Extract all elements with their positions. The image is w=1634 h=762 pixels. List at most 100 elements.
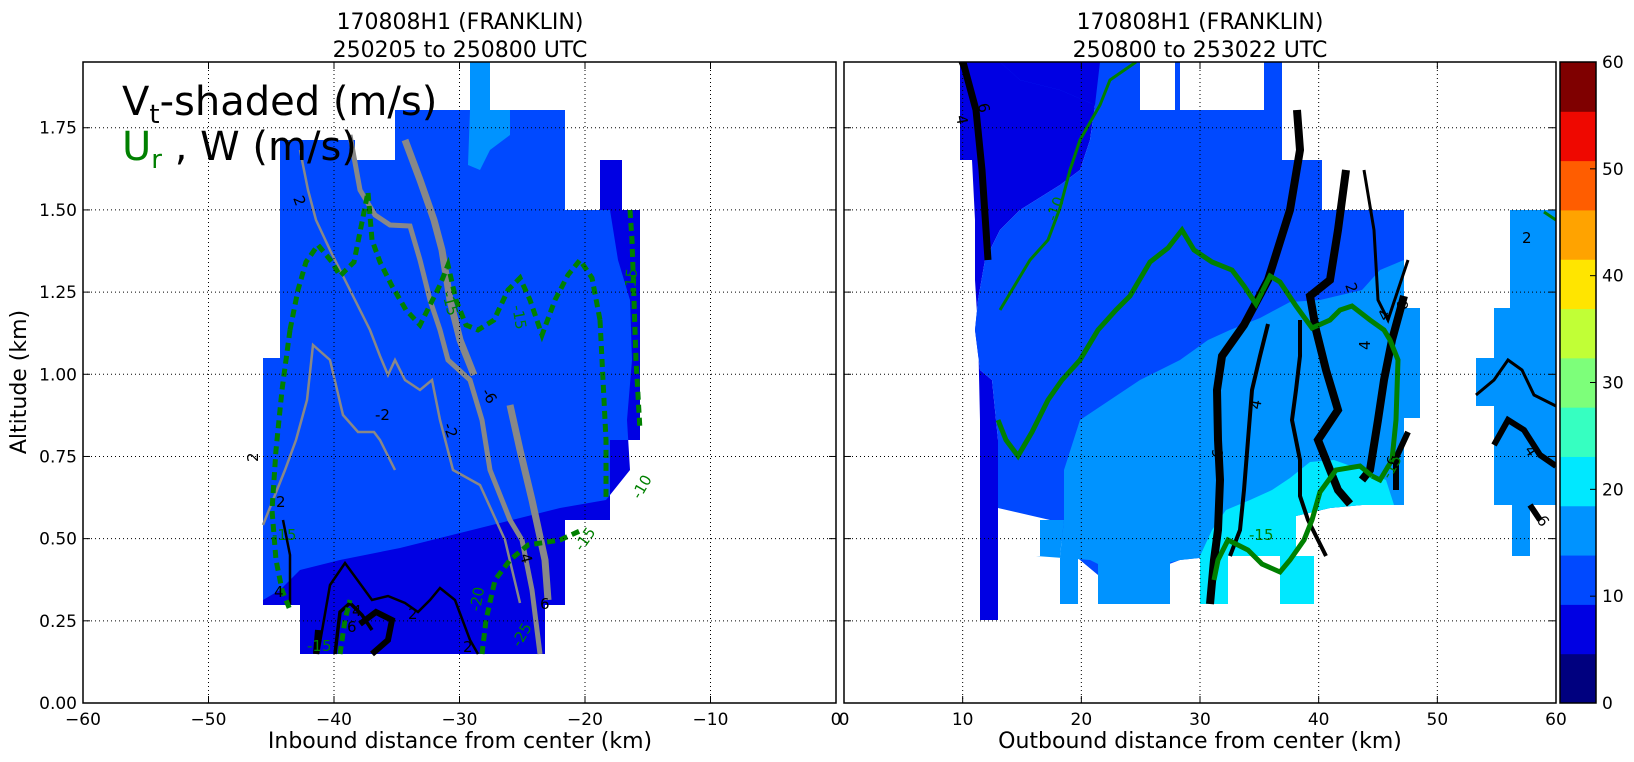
legend-ur-main: U [122,124,151,170]
colorbar-swatch [1560,160,1596,211]
plot-legend: Vt-shaded (m/s) Ur , W (m/s) [122,79,437,175]
w-label: 2 [244,452,262,462]
ur-label: -20 [466,585,488,612]
colorbar-tick-label: 0 [1602,694,1613,714]
w-contour-right-main6 [1206,109,1305,605]
left-ylabel: Altitude (km) [7,310,32,454]
legend-w-text: , W (m/s) [162,124,357,170]
w-neg2-thin2 [261,342,397,526]
left-xtick-label: 0 [831,710,842,730]
right-grid [844,62,1556,703]
vt-shade-10 [263,160,640,654]
w-label: 4 [516,551,536,565]
colorbar-swatch [1560,259,1596,310]
ur-label: -15 [307,637,332,655]
w-label: 6 [974,102,993,115]
left-grid [83,62,836,703]
vt-shade-18-right-b [1040,520,1064,556]
left-xtick-label: −30 [442,710,478,730]
w-label: 2 [408,605,418,623]
w-neg2-thick [347,134,543,655]
w-contour-right-far3 [1527,503,1543,522]
w-contour-right-far2 [1491,415,1556,469]
colorbar-swatch [1560,505,1596,556]
w-label: 6 [347,618,357,636]
w-contour-left-2a [281,519,292,605]
w-label: 6 [1384,455,1402,465]
vt-shade-18 [468,62,510,170]
w-label: 4 [1246,398,1265,411]
ur-label: -15 [1249,526,1274,544]
colorbar-swatch [1560,604,1596,655]
left-ytick-label: 0.50 [39,530,77,550]
right-xtick-label: 40 [1308,710,1330,730]
left-ytick-label: 0.00 [39,694,77,714]
ur-label: -10 [628,472,656,502]
vt-gap-top [355,110,395,160]
right-title: 170808H1 (FRANKLIN) [1077,10,1324,35]
left-xlabel: Inbound distance from center (km) [268,729,652,754]
colorbar-tick-label: 50 [1602,160,1624,180]
w-label: 4 [352,602,362,620]
right-xtick-label: 30 [1189,710,1211,730]
ur-label: -15 [508,304,530,331]
w-contour-right-4b [1289,320,1328,557]
ur-contour-right-15 [995,225,1401,484]
vt-gap-right-1 [1140,62,1175,110]
w-label: 6 [1209,448,1227,458]
w-contour-right-4a [1228,323,1270,557]
w-label: 4 [1356,340,1374,350]
ur-contour-right-10 [998,62,1137,311]
legend-ur-sub: r [151,145,162,175]
left-ytick-label: 1.00 [39,365,77,385]
colorbar-swatch [1560,456,1596,507]
ur-label: -15 [438,289,462,317]
colorbar-tick-label: 10 [1602,587,1624,607]
right-xtick-label: 10 [952,710,974,730]
vt-shade-14 [263,62,640,654]
w-contour-right-2 [1362,169,1410,324]
colorbar-tick-label: 20 [1602,480,1624,500]
ur-contour-left-d [627,209,643,431]
left-xtick-label: −40 [316,710,352,730]
left-ytick-label: 0.75 [39,447,77,467]
w-label: -2 [375,406,390,424]
legend-ur-text: Ur , W (m/s) [122,124,357,175]
colorbar-swatch [1560,407,1596,457]
ur-contour-right-far [1543,210,1556,222]
w-neg6-lower [506,404,552,601]
w-label: 2 [1522,229,1532,247]
right-plot-area [958,62,1556,620]
w-contour-right-far [1475,357,1556,408]
w-label: 4 [274,583,284,601]
left-ticks: −60 −50 −40 −30 −20 −10 0 0.00 0.25 0.50 0.75 1.00 1… [39,62,841,730]
legend-vt-main: V [122,79,150,125]
w-label: 2 [276,493,286,511]
vt-shade-18-right-far [1476,210,1556,556]
w-contour-right-6d [1393,430,1411,490]
w-contour-right-6 [959,62,992,261]
colorbar: 0 10 20 30 40 50 60 [1559,53,1624,714]
legend-vt-sub: t [149,100,159,130]
colorbar-swatch [1560,62,1596,112]
w-label: 2 [463,638,473,656]
vt-shade-10-right [960,62,1140,620]
left-plot-area [261,62,643,657]
inbound-panel: 170808H1 (FRANKLIN) 250205 to 250800 UTC [7,10,841,754]
left-title: 170808H1 (FRANKLIN) [337,10,584,35]
w-label: 4 [952,114,971,127]
right-subtitle: 250800 to 253022 UTC [1073,38,1328,63]
w-neg6-thick [401,138,478,377]
w-label: 6 [540,595,550,613]
right-xtick-label: 50 [1427,710,1449,730]
ur-contour-right-15b [1211,463,1374,581]
w-label: 6 [1394,300,1412,310]
right-xtick-label: 0 [839,710,850,730]
colorbar-tick-label: 60 [1602,53,1624,73]
left-ytick-label: 1.50 [39,201,77,221]
colorbar-swatch [1560,209,1596,260]
colorbar-tick-label: 30 [1602,374,1624,394]
ur-contour-left-c [597,319,609,500]
w-contour-right-6b [1305,169,1354,507]
